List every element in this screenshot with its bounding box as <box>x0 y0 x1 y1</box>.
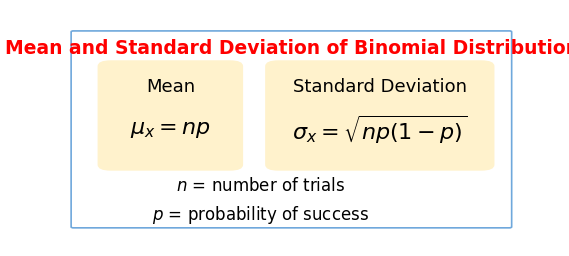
Text: Standard Deviation: Standard Deviation <box>293 78 467 96</box>
Text: $p$ = probability of success: $p$ = probability of success <box>152 204 369 226</box>
Text: $\mu_x = np$: $\mu_x = np$ <box>130 120 211 140</box>
Text: Mean and Standard Deviation of Binomial Distribution: Mean and Standard Deviation of Binomial … <box>5 39 569 58</box>
FancyBboxPatch shape <box>98 60 243 171</box>
Text: $n$ = number of trials: $n$ = number of trials <box>176 177 345 195</box>
FancyBboxPatch shape <box>71 31 512 228</box>
Text: Mean: Mean <box>146 78 195 96</box>
FancyBboxPatch shape <box>265 60 494 171</box>
Text: $\sigma_x = \sqrt{np(1-p)}$: $\sigma_x = \sqrt{np(1-p)}$ <box>292 114 467 146</box>
